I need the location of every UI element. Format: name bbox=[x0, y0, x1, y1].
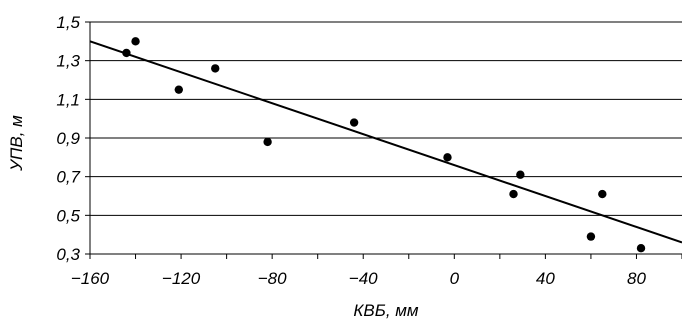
y-axis-title: УПВ, м bbox=[7, 115, 26, 172]
data-points bbox=[122, 37, 646, 253]
x-tick-label: 80 bbox=[627, 269, 646, 288]
x-tick-label: −160 bbox=[71, 269, 110, 288]
trendline bbox=[89, 40, 682, 244]
x-axis-title: КВБ, мм bbox=[353, 301, 419, 320]
data-point bbox=[636, 244, 646, 253]
x-tick-labels: −160 −120 −80 −40 0 40 80 bbox=[71, 269, 647, 288]
x-tick-label: −120 bbox=[162, 269, 201, 288]
data-point bbox=[349, 118, 359, 127]
data-point bbox=[443, 153, 452, 162]
y-tick-label: 0,3 bbox=[56, 245, 80, 264]
data-point bbox=[598, 189, 607, 199]
axes bbox=[85, 21, 682, 259]
data-point bbox=[586, 232, 596, 241]
x-tick-label: −40 bbox=[349, 269, 378, 288]
y-tick-label: 0,5 bbox=[56, 206, 80, 225]
y-tick-label: 0,7 bbox=[56, 168, 80, 187]
y-tick-label: 0,9 bbox=[56, 129, 80, 148]
y-tick-label: 1,1 bbox=[56, 90, 80, 109]
x-tick-label: −80 bbox=[258, 269, 287, 288]
y-tick-label: 1,5 bbox=[56, 13, 80, 32]
data-point bbox=[211, 64, 220, 73]
data-point bbox=[516, 170, 525, 179]
trendline-group bbox=[89, 40, 682, 244]
data-point bbox=[174, 85, 183, 94]
y-tick-labels: 0,3 0,5 0,7 0,9 1,1 1,3 1,5 bbox=[56, 13, 80, 264]
data-point bbox=[509, 189, 518, 199]
data-point bbox=[263, 137, 272, 147]
y-tick-label: 1,3 bbox=[56, 52, 80, 71]
data-point bbox=[122, 48, 131, 58]
data-point bbox=[131, 37, 140, 46]
grid-lines bbox=[90, 21, 682, 216]
x-tick-label: 40 bbox=[536, 269, 555, 288]
x-tick-label: 0 bbox=[450, 269, 460, 288]
